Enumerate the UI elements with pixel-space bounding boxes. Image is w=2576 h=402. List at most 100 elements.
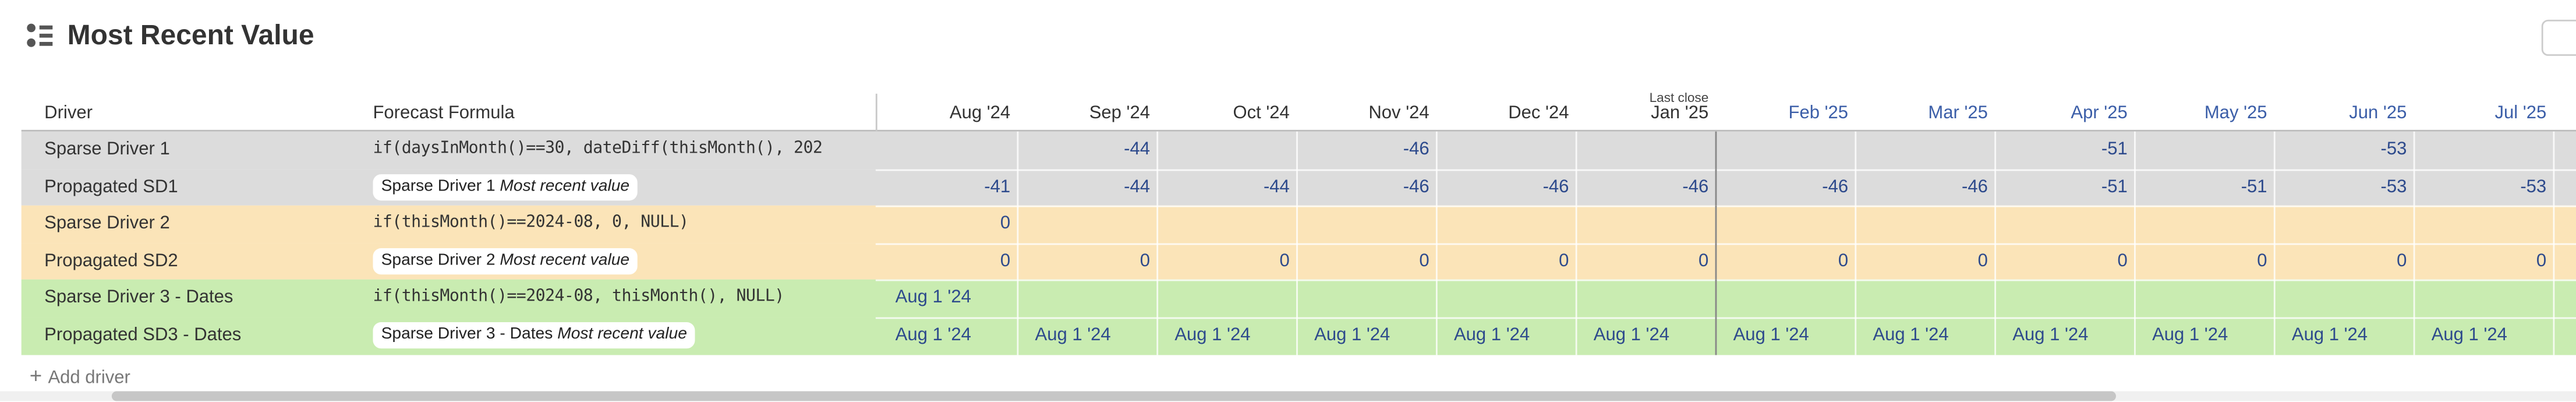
cell-value: Aug 1 '24 — [1873, 325, 1949, 345]
toolbar-button[interactable] — [2541, 19, 2576, 56]
cell-value: Aug 1 '24 — [1174, 325, 1251, 345]
cell-divider — [1575, 168, 1577, 206]
cell-divider — [1715, 206, 1717, 243]
cell-value: -51 — [2101, 139, 2128, 160]
cell-value: -51 — [2101, 177, 2128, 197]
add-driver-button[interactable]: + Add driver — [29, 363, 130, 388]
cell-value: Aug 1 '24 — [1453, 325, 1530, 345]
cell-value: Aug 1 '24 — [1035, 325, 1111, 345]
cell-value: Aug 1 '24 — [2291, 325, 2368, 345]
driver-row: Sparse Driver 3 - Dates if(thisMonth()==2… — [21, 280, 2576, 318]
cell-divider — [1017, 280, 1019, 318]
cell-divider — [1575, 280, 1577, 318]
cell-divider — [1296, 280, 1298, 318]
cell-divider — [2553, 131, 2555, 169]
driver-row: Sparse Driver 2 if(thisMonth()==2024-08, … — [21, 206, 2576, 243]
cell-divider — [1994, 168, 1997, 206]
cell-value: -46 — [1542, 177, 1569, 197]
title-icon — [27, 23, 53, 47]
cell-divider — [1435, 168, 1438, 206]
cell-divider — [1435, 206, 1438, 243]
cell-divider — [2413, 242, 2415, 280]
month-header: Apr '25 — [2071, 103, 2128, 124]
cell-divider — [1156, 206, 1159, 243]
cell-value: -53 — [2380, 139, 2407, 160]
cell-value: 0 — [2397, 251, 2407, 271]
cell-divider — [2134, 280, 2136, 318]
cell-divider — [1994, 242, 1997, 280]
cell-value: -44 — [1263, 177, 1290, 197]
cell-divider — [1855, 280, 1857, 318]
cell-value: 0 — [1000, 214, 1011, 234]
cell-divider — [1017, 206, 1019, 243]
driver-name: Sparse Driver 1 — [44, 139, 170, 160]
cell-divider — [1575, 206, 1577, 243]
page-title: Most Recent Value — [67, 19, 314, 51]
reference-driver: Sparse Driver 2 — [381, 251, 496, 270]
cell-value: 0 — [1977, 251, 1988, 271]
cell-divider — [1156, 280, 1159, 318]
cell-divider — [2553, 280, 2555, 318]
cell-value: 0 — [1699, 251, 1709, 271]
row-divider — [875, 280, 2576, 282]
cell-divider — [2413, 280, 2415, 318]
driver-row: Propagated SD2 Sparse Driver 2 Most recen… — [21, 242, 2576, 280]
cell-divider — [2553, 242, 2555, 280]
cell-divider — [1855, 168, 1857, 206]
cell-divider — [1855, 317, 1857, 355]
cell-value: 0 — [1419, 251, 1429, 271]
month-header: Jun '25 — [2349, 103, 2407, 124]
month-header: Aug '24 — [949, 103, 1011, 124]
cell-divider — [2553, 168, 2555, 206]
month-header: Jan '25 — [1651, 103, 1709, 124]
cell-value: 0 — [1838, 251, 1849, 271]
column-header: Driver — [44, 103, 93, 124]
cell-divider — [1017, 168, 1019, 206]
formula: if(thisMonth()==2024-08, 0, NULL) — [373, 214, 689, 232]
reference-mode: Most recent value — [557, 325, 687, 344]
formula: if(thisMonth()==2024-08, thisMonth(), NU… — [373, 288, 784, 306]
reference-mode: Most recent value — [500, 177, 630, 195]
cell-value: -51 — [2241, 177, 2267, 197]
month-header: Mar '25 — [1928, 103, 1988, 124]
cell-value: -46 — [1403, 177, 1429, 197]
cell-value: -41 — [984, 177, 1011, 197]
driver-name: Sparse Driver 3 - Dates — [44, 288, 233, 308]
cell-value: 0 — [1140, 251, 1151, 271]
column-header: Forecast Formula — [373, 103, 515, 124]
month-header: Jul '25 — [2494, 103, 2547, 124]
cell-divider — [1156, 131, 1159, 169]
cell-divider — [2413, 317, 2415, 355]
cell-divider — [1435, 242, 1438, 280]
driver-row: Propagated SD3 - Dates Sparse Driver 3 - … — [21, 317, 2576, 355]
cell-divider — [2134, 317, 2136, 355]
cell-value: Aug 1 '24 — [1314, 325, 1390, 345]
formula-reference: Sparse Driver 1 Most recent value — [373, 173, 638, 200]
cell-divider — [1575, 131, 1577, 169]
cell-value: 0 — [1559, 251, 1569, 271]
cell-value: -44 — [1124, 177, 1151, 197]
cell-value: -46 — [1682, 177, 1709, 197]
scrollbar-thumb[interactable] — [111, 391, 2117, 401]
cell-divider — [2134, 168, 2136, 206]
cell-divider — [1855, 131, 1857, 169]
driver-name: Propagated SD2 — [44, 251, 178, 271]
row-divider — [875, 317, 2576, 319]
reference-driver: Sparse Driver 1 — [381, 177, 496, 195]
row-divider — [875, 206, 2576, 208]
cell-divider — [1156, 242, 1159, 280]
month-header: Dec '24 — [1508, 103, 1569, 124]
cell-value: Aug 1 '24 — [895, 288, 971, 308]
cell-value: Aug 1 '24 — [2152, 325, 2228, 345]
driver-name: Sparse Driver 2 — [44, 214, 170, 234]
cell-divider — [2273, 280, 2276, 318]
cell-divider — [2273, 242, 2276, 280]
cell-divider — [1994, 317, 1997, 355]
row-divider — [875, 168, 2576, 171]
cell-value: 0 — [2257, 251, 2267, 271]
driver-name: Propagated SD3 - Dates — [44, 325, 242, 345]
cell-value: 0 — [2117, 251, 2128, 271]
cell-value: -53 — [2520, 177, 2547, 197]
